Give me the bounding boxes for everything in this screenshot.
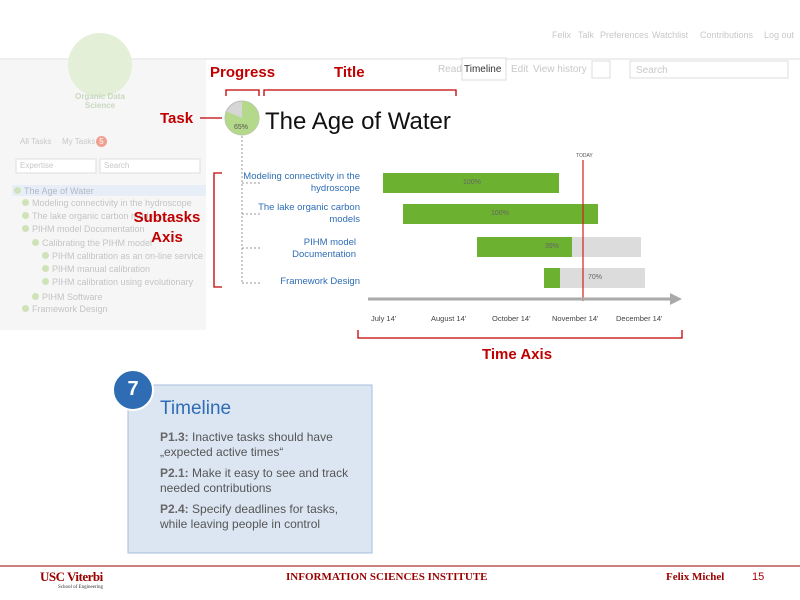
bar-remaining	[560, 268, 645, 288]
tab[interactable]: View history	[533, 64, 587, 75]
callout-box	[127, 384, 373, 554]
footer-institute: INFORMATION SCIENCES INSTITUTE	[286, 571, 488, 583]
gantt	[368, 160, 682, 305]
callout-title: Timeline	[160, 398, 232, 419]
bar-done	[544, 268, 560, 288]
progress-label: 65%	[234, 124, 249, 131]
time-tick-label: August 14'	[431, 314, 467, 323]
user-name[interactable]: Felix	[552, 30, 572, 40]
tree-item[interactable]: PIHM calibration as an on-line service	[42, 251, 203, 261]
expertise-box[interactable]	[15, 158, 97, 174]
search-placeholder: Search	[636, 65, 668, 76]
header-rule	[0, 58, 800, 60]
bar-remaining	[572, 237, 641, 257]
bar-done	[383, 173, 559, 193]
tree-item[interactable]: Calibrating the PIHM model	[32, 238, 152, 248]
callout-list: P1.3: Inactive tasks should have „expect…	[160, 424, 360, 532]
tree-item[interactable]: Framework Design	[22, 304, 108, 314]
annotation-brackets	[200, 89, 683, 339]
annotation: Title	[334, 64, 365, 81]
filter-tab[interactable]: My Tasks	[62, 137, 96, 146]
active-tab	[461, 57, 507, 81]
tree-item[interactable]: The lake organic carbon models	[22, 211, 160, 221]
tree-item[interactable]: PIHM calibration using evolutionary	[42, 277, 193, 287]
bar-done	[403, 204, 598, 224]
progress-slice	[225, 100, 260, 135]
bar-label: 70%	[588, 274, 603, 281]
expertise-filter[interactable]: Expertise	[20, 161, 54, 170]
time-tick-label: December 14'	[616, 314, 663, 323]
subtask-label[interactable]: The lake organic carbon models	[258, 202, 360, 225]
tab[interactable]: Read	[438, 64, 462, 75]
time-tick-label: July 14'	[371, 314, 397, 323]
logo	[68, 33, 132, 97]
tree-selected	[12, 185, 206, 196]
item-text: Make it easy to see and track needed con…	[160, 466, 349, 495]
footer-school-sub: School of Engineering	[58, 585, 103, 590]
annotation: Time Axis	[482, 346, 553, 363]
callout-item: P2.4: Specify deadlines for tasks, while…	[160, 502, 360, 532]
tree-item[interactable]: The Age of Water	[14, 186, 94, 196]
today-label: TODAY	[576, 153, 593, 159]
filter-tab[interactable]: All Tasks	[20, 137, 52, 146]
nav-link[interactable]: Talk	[578, 30, 595, 40]
callout-badge	[112, 369, 154, 411]
bar-label: 39%	[545, 243, 560, 250]
bar-label: 100%	[463, 179, 481, 186]
tab-active[interactable]: Timeline	[464, 64, 502, 75]
time-tick-label: November 14'	[552, 314, 599, 323]
time-tick-label: October 14'	[492, 314, 531, 323]
footer-author: Felix Michel	[666, 571, 725, 583]
callout-item: P1.3: Inactive tasks should have „expect…	[160, 430, 360, 460]
subtask-label[interactable]: Framework Design	[280, 276, 360, 287]
item-text: Specify deadlines for tasks, while leavi…	[160, 502, 339, 531]
item-id: P2.1:	[160, 466, 189, 480]
annotation: Progress	[210, 64, 276, 81]
item-id: P1.3:	[160, 430, 189, 444]
subtask-links	[241, 136, 262, 284]
tree-item[interactable]: PIHM model Documentation	[22, 224, 145, 234]
badge: 5	[96, 136, 107, 147]
footer-school: USC Viterbi	[40, 569, 103, 584]
item-text: Inactive tasks should have „expected act…	[160, 430, 333, 459]
axis-arrow	[670, 293, 682, 305]
nav-link[interactable]: Watchlist	[652, 30, 689, 40]
search-box[interactable]	[629, 60, 789, 79]
annotation: Subtasks Axis	[133, 209, 201, 246]
subtask-label[interactable]: PIHM model Documentation	[292, 237, 356, 260]
callout-item: P2.1: Make it easy to see and track need…	[160, 466, 360, 496]
subtask-label[interactable]: Modeling connectivity in the hydroscope	[243, 171, 360, 194]
task-title: The Age of Water	[265, 108, 451, 135]
page-number: 15	[752, 571, 765, 583]
nav-link[interactable]: Contributions	[700, 30, 754, 40]
sidebar-search[interactable]: Search	[104, 161, 130, 170]
watch-star[interactable]	[591, 60, 611, 79]
bar-done	[477, 237, 572, 257]
tree-item[interactable]: PIHM manual calibration	[42, 264, 150, 274]
sidebar-search-box[interactable]	[99, 158, 201, 174]
annotation: Task	[160, 110, 194, 127]
tree-item[interactable]: PIHM Software	[32, 292, 103, 302]
item-id: P2.4:	[160, 502, 189, 516]
callout-number: 7	[127, 378, 139, 400]
bar-label: 100%	[491, 210, 509, 217]
nav-link[interactable]: Preferences	[600, 30, 649, 40]
tab[interactable]: Edit	[511, 64, 529, 75]
nav-link[interactable]: Log out	[764, 30, 795, 40]
tree-item[interactable]: Modeling connectivity in the hydroscope	[22, 198, 192, 208]
logo-text: Organic Data Science	[75, 92, 125, 110]
